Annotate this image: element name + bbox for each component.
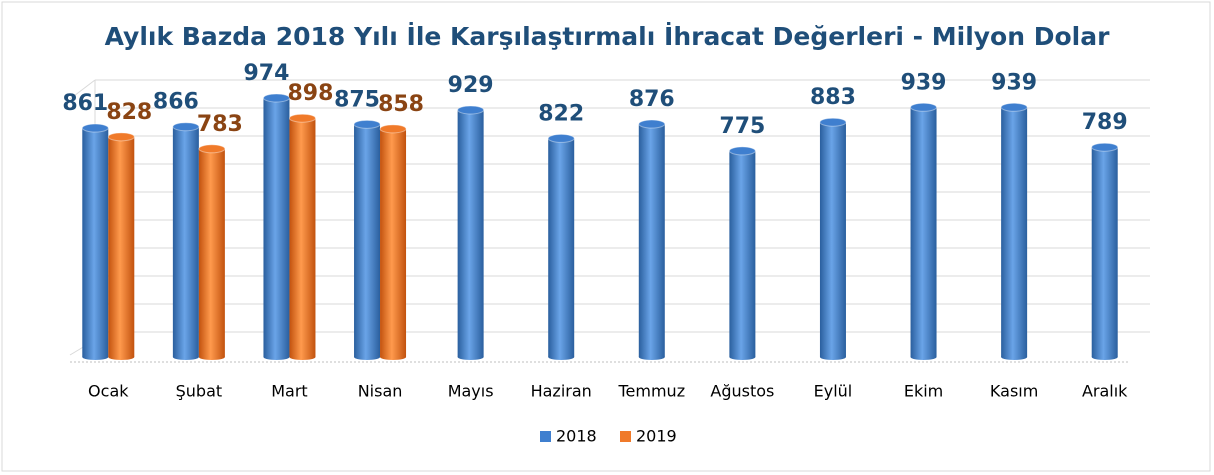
x-tick-label: Ocak bbox=[88, 382, 129, 401]
bar-base bbox=[910, 354, 937, 360]
bar bbox=[198, 144, 226, 360]
bar-base bbox=[108, 354, 135, 360]
x-tick-label: Haziran bbox=[531, 382, 592, 401]
bar-body bbox=[1091, 147, 1118, 357]
bar-body bbox=[638, 124, 665, 358]
bar bbox=[107, 132, 135, 360]
bar-top bbox=[288, 113, 316, 123]
bar-base bbox=[380, 354, 407, 360]
bar-body bbox=[263, 98, 290, 357]
data-label: 939 bbox=[991, 70, 1037, 95]
data-label: 974 bbox=[243, 61, 289, 86]
bar bbox=[81, 123, 109, 360]
x-tick-label: Nisan bbox=[358, 382, 403, 401]
bar bbox=[379, 124, 407, 360]
bar-body bbox=[548, 138, 575, 357]
data-label: 858 bbox=[378, 92, 424, 117]
chart-title: Aylık Bazda 2018 Yılı İle Karşılaştırmal… bbox=[105, 21, 1111, 51]
bar-top bbox=[81, 123, 109, 133]
data-label: 875 bbox=[334, 87, 380, 112]
data-label: 783 bbox=[197, 112, 243, 137]
x-tick-label: Temmuz bbox=[617, 382, 685, 401]
data-label: 898 bbox=[287, 81, 333, 106]
bar-base bbox=[638, 354, 665, 360]
bar bbox=[262, 93, 290, 360]
x-tick-label: Mayıs bbox=[448, 382, 494, 401]
bar-body bbox=[729, 150, 756, 357]
bar-body bbox=[1001, 107, 1028, 358]
bar-top bbox=[1000, 102, 1028, 112]
bar-base bbox=[354, 354, 381, 360]
data-label: 828 bbox=[106, 100, 152, 125]
bar-base bbox=[1001, 354, 1028, 360]
data-label: 861 bbox=[62, 91, 108, 116]
bar-base bbox=[457, 354, 484, 360]
bar bbox=[910, 102, 938, 360]
bar-top bbox=[107, 132, 135, 142]
data-label: 775 bbox=[719, 114, 765, 139]
bar bbox=[638, 119, 666, 360]
data-label: 789 bbox=[1082, 110, 1128, 135]
bar bbox=[288, 113, 316, 360]
bar-top bbox=[262, 93, 290, 103]
data-label: 929 bbox=[448, 73, 494, 98]
bar bbox=[353, 119, 381, 360]
bar-base bbox=[819, 354, 846, 360]
bar-top bbox=[547, 133, 575, 143]
x-tick-label: Şubat bbox=[176, 382, 223, 401]
data-label: 876 bbox=[629, 87, 675, 112]
bar-top bbox=[910, 102, 938, 112]
bar-top bbox=[638, 119, 666, 129]
bar bbox=[547, 133, 575, 360]
bar-body bbox=[457, 109, 484, 357]
data-label: 939 bbox=[901, 70, 947, 95]
bar-top bbox=[172, 122, 200, 132]
data-label: 822 bbox=[538, 101, 584, 126]
bar-base bbox=[82, 354, 109, 360]
bar bbox=[1000, 102, 1028, 360]
bar-top bbox=[728, 146, 756, 156]
bar-body bbox=[108, 136, 135, 357]
bar bbox=[457, 105, 485, 360]
bar-base bbox=[1091, 354, 1118, 360]
bar-base bbox=[172, 354, 199, 360]
bar bbox=[728, 146, 756, 360]
bar-base bbox=[198, 354, 225, 360]
x-tick-label: Aralık bbox=[1082, 382, 1128, 401]
bar-top bbox=[819, 117, 847, 127]
bar-body bbox=[819, 122, 846, 357]
bar-base bbox=[729, 354, 756, 360]
x-tick-label: Ağustos bbox=[710, 382, 774, 401]
x-tick-label: Kasım bbox=[990, 382, 1038, 401]
bar-base bbox=[289, 354, 316, 360]
bar-top bbox=[457, 105, 485, 115]
legend-label: 2018 bbox=[556, 427, 597, 446]
bar-body bbox=[354, 124, 381, 357]
data-label: 866 bbox=[153, 90, 199, 115]
bar-body bbox=[289, 118, 316, 357]
data-label: 883 bbox=[810, 85, 856, 110]
bar bbox=[819, 117, 847, 360]
bar-body bbox=[82, 128, 109, 357]
bar-body bbox=[172, 126, 199, 357]
bar-top bbox=[379, 124, 407, 134]
x-tick-label: Eylül bbox=[814, 382, 853, 401]
legend-label: 2019 bbox=[636, 427, 677, 446]
legend-swatch bbox=[540, 431, 551, 442]
legend-swatch bbox=[620, 431, 631, 442]
bar bbox=[1091, 142, 1119, 360]
bar-base bbox=[548, 354, 575, 360]
bar-top bbox=[1091, 142, 1119, 152]
x-tick-label: Mart bbox=[271, 382, 307, 401]
bar-top bbox=[353, 119, 381, 129]
bar-body bbox=[380, 128, 407, 357]
bar bbox=[172, 122, 200, 360]
x-tick-label: Ekim bbox=[904, 382, 943, 401]
bar-base bbox=[263, 354, 290, 360]
bar-body bbox=[910, 107, 937, 358]
bar-body bbox=[198, 148, 225, 357]
bar-top bbox=[198, 144, 226, 154]
